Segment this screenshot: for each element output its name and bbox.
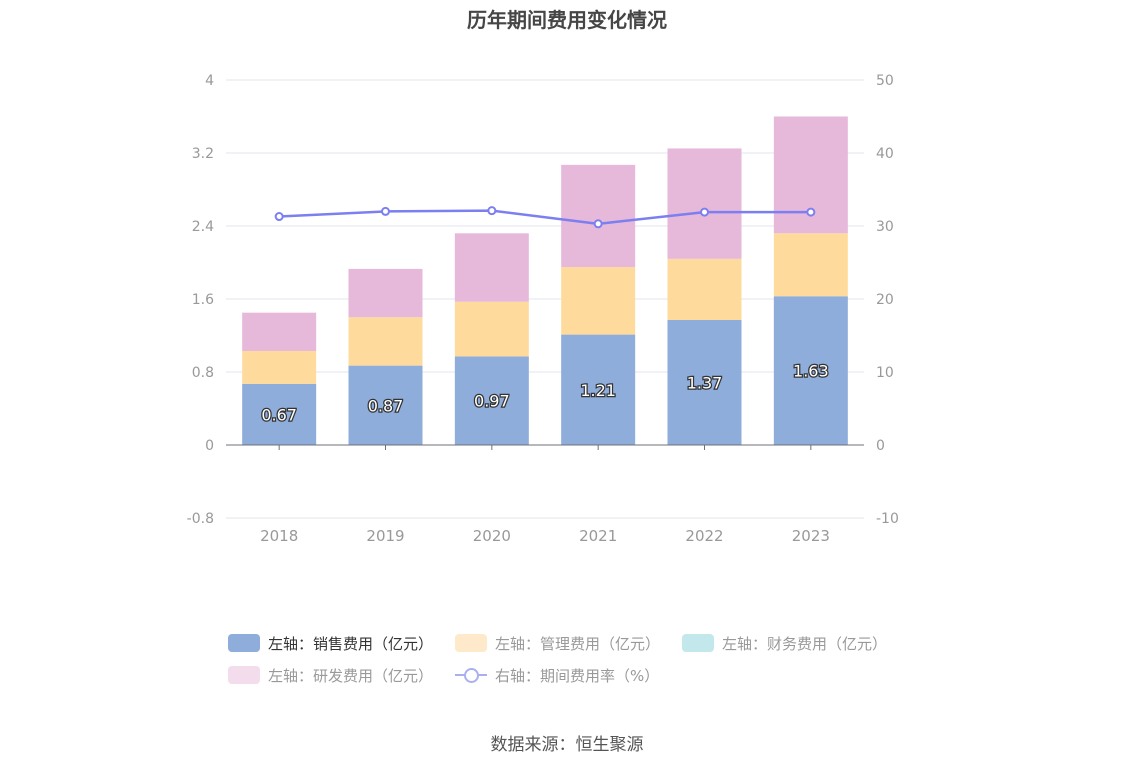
bar-sales: [667, 319, 742, 445]
left-axis-tick-label: 2.4: [192, 219, 214, 235]
legend-item-ratio[interactable]: 右轴：期间费用率（%）: [455, 665, 659, 686]
x-axis-tick-label: 2019: [366, 527, 404, 545]
legend-label-sales: 左轴：销售费用（亿元）: [268, 634, 434, 653]
x-axis-tick-label: 2020: [473, 527, 511, 545]
line-point-ratio: [806, 207, 816, 217]
left-axis-tick-label: 3.2: [192, 146, 214, 162]
x-axis-tick-label: 2023: [792, 527, 830, 545]
bar-rnd: [561, 164, 636, 268]
bar-rnd: [348, 268, 423, 318]
data-label-sales: 1.37: [687, 373, 723, 392]
legend-item-admin[interactable]: 左轴：管理费用（亿元）: [455, 633, 660, 654]
chart-legend: 左轴：销售费用（亿元） 左轴：管理费用（亿元） 左轴：财务费用（亿元） 左轴：研…: [228, 632, 928, 696]
chart-plot: 4 3.2 2.4 1.6 0.8 0 -0.8 50 40 30 20 10 0 -10 2018 2019…: [187, 73, 899, 545]
chart-title: 历年期间费用变化情况: [467, 8, 667, 32]
legend-swatch-rnd: [228, 666, 260, 684]
right-axis-tick-label: 10: [876, 365, 894, 381]
bar-sales: [773, 296, 848, 445]
legend-item-sales[interactable]: 左轴：销售费用（亿元）: [228, 633, 433, 654]
line-point-ratio: [593, 219, 603, 229]
bar-admin: [454, 301, 529, 357]
x-axis-tick-label: 2021: [579, 527, 617, 545]
right-axis-tick-label: 50: [876, 73, 894, 89]
legend-label-finance: 左轴：财务费用（亿元）: [722, 634, 888, 653]
legend-swatch-sales: [228, 634, 260, 652]
data-source: 数据来源：恒生聚源: [490, 735, 644, 755]
legend-label-ratio: 右轴：期间费用率（%）: [495, 666, 660, 685]
right-axis-tick-label: 30: [876, 219, 894, 235]
data-label-sales: 1.63: [793, 362, 829, 381]
legend-swatch-ratio: [455, 666, 488, 684]
right-axis-tick-label: 20: [876, 292, 894, 308]
right-axis-tick-label: -10: [876, 511, 899, 527]
bar-sales: [348, 365, 423, 445]
data-label-sales: 0.87: [368, 396, 404, 415]
right-axis-tick-label: 0: [876, 438, 885, 454]
bar-rnd: [667, 148, 742, 259]
left-axis-tick-label: 1.6: [192, 292, 214, 308]
right-axis-tick-label: 40: [876, 146, 894, 162]
data-label-sales: 1.21: [580, 381, 616, 400]
bar-sales: [454, 356, 529, 445]
legend-swatch-finance: [682, 634, 715, 652]
left-axis-tick-label: 0.8: [192, 365, 214, 381]
data-label-sales: 0.67: [261, 405, 297, 424]
line-series-ratio: [279, 209, 811, 226]
x-axis-tick-label: 2022: [685, 527, 723, 545]
bar-admin: [667, 258, 742, 320]
line-point-ratio: [381, 206, 390, 216]
x-axis-tick-label: 2018: [260, 527, 298, 545]
bar-admin: [773, 233, 848, 297]
bar-rnd: [242, 312, 317, 352]
line-point-ratio: [274, 212, 284, 222]
legend-label-admin: 左轴：管理费用（亿元）: [495, 634, 661, 653]
bar-admin: [561, 267, 636, 335]
left-axis-tick-label: 4: [205, 73, 214, 89]
bar-sales: [242, 383, 317, 445]
legend-swatch-admin: [455, 634, 488, 652]
data-label-sales: 0.97: [474, 392, 510, 411]
legend-item-finance[interactable]: 左轴：财务费用（亿元）: [682, 633, 887, 654]
line-point-ratio: [487, 206, 497, 216]
line-point-ratio: [700, 207, 709, 217]
bar-admin: [348, 317, 423, 366]
left-axis-tick-label: -0.8: [187, 511, 214, 527]
left-axis-tick-label: 0: [205, 438, 214, 454]
legend-item-rnd[interactable]: 左轴：研发费用（亿元）: [228, 665, 433, 686]
bar-admin: [242, 351, 317, 384]
bar-sales: [561, 334, 636, 445]
legend-label-rnd: 左轴：研发费用（亿元）: [268, 666, 434, 685]
bar-rnd: [454, 233, 529, 302]
